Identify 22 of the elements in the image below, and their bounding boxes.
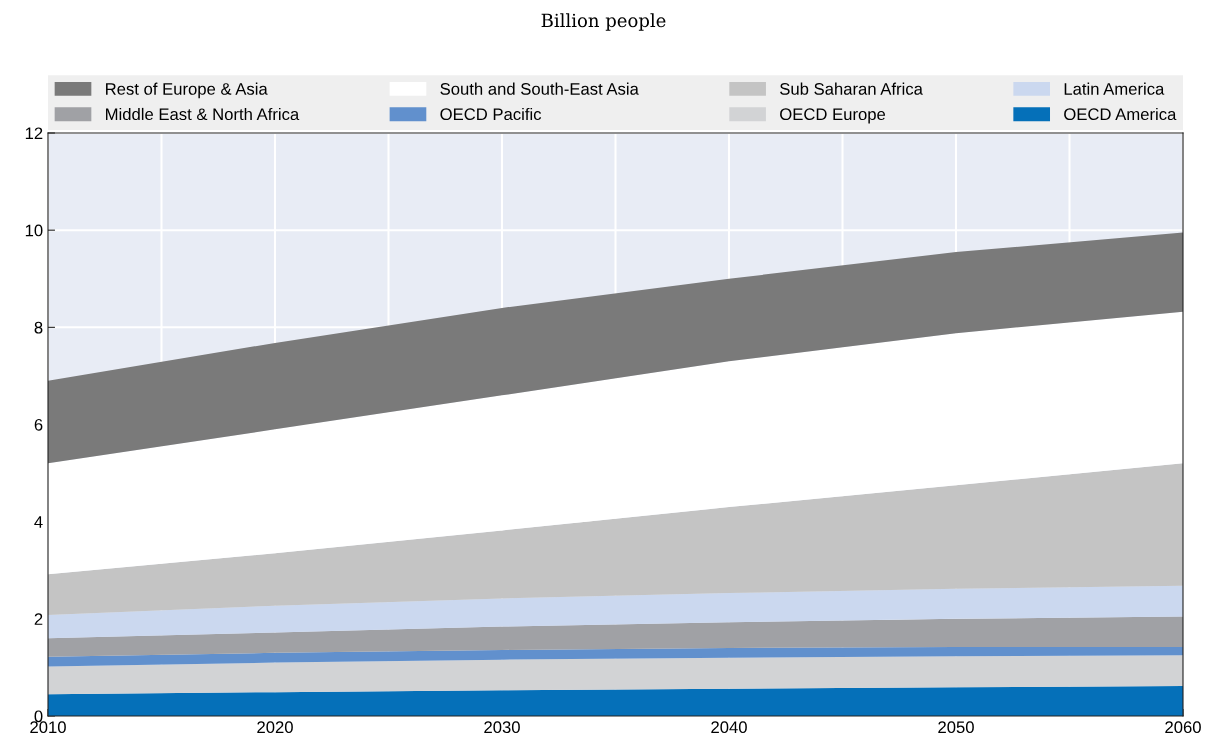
y-tick-label: 4 (34, 516, 43, 528)
x-tick-label: 2040 (711, 721, 747, 734)
y-tick-label: 8 (34, 321, 43, 334)
y-tick-label: 2 (34, 613, 43, 625)
x-tick-label: 2050 (938, 721, 974, 734)
y-tick-label: 0 (34, 710, 43, 723)
x-tick-label: 2060 (1165, 721, 1201, 734)
chart-subtitle: Billion people (541, 13, 666, 31)
legend-label: OECD America (1064, 107, 1177, 121)
y-tick-label: 10 (25, 224, 43, 237)
y-tick-label: 6 (34, 418, 43, 431)
legend-label: Middle East & North Africa (106, 107, 300, 121)
x-tick-label: 2010 (30, 721, 66, 734)
legend-label: Sub Saharan Africa (780, 82, 923, 95)
legend-label: South and South-East Asia (440, 82, 639, 95)
x-tick-label: 2020 (257, 721, 293, 734)
x-tick-label: 2030 (484, 721, 520, 734)
y-tick-label: 12 (25, 127, 43, 140)
legend-label: OECD Europe (780, 108, 886, 124)
legend-label: OECD Pacific (440, 107, 542, 121)
legend-label: Latin America (1064, 82, 1165, 95)
legend-label: Rest of Europe & Asia (106, 82, 268, 99)
